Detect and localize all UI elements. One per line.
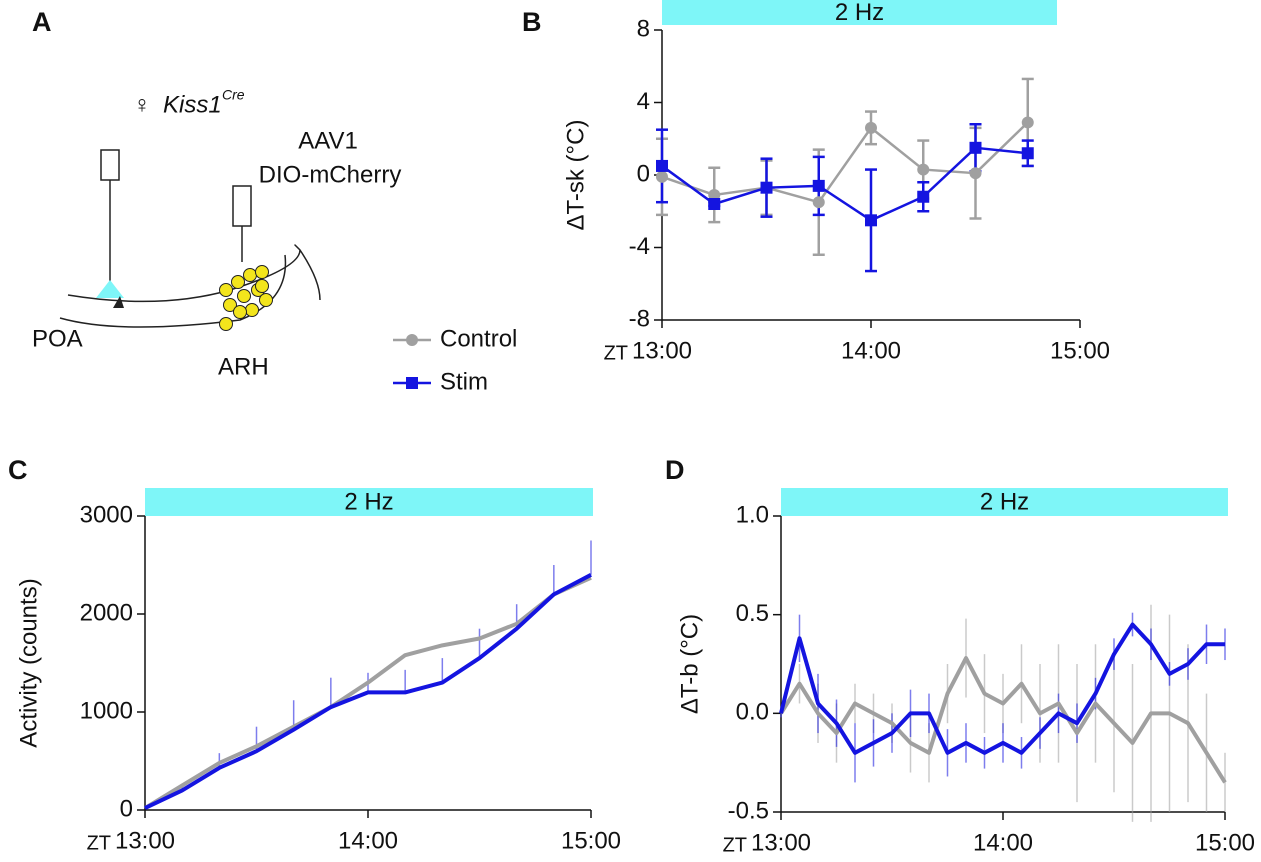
cells [219, 265, 273, 331]
legend-label: Stim [440, 368, 488, 395]
light-cone [96, 280, 124, 298]
region-label: ARH [218, 353, 269, 380]
marker [1021, 116, 1034, 129]
stim-bar [145, 488, 593, 516]
y-tick-label: 2000 [80, 599, 133, 626]
mouse-line-sup: Cre [222, 87, 245, 103]
panel-letter: C [8, 455, 28, 485]
series-line [779, 656, 1227, 784]
x-tick-label: 15:00 [1195, 829, 1255, 856]
y-tick-label: -4 [629, 233, 650, 260]
panel-letter: B [522, 7, 542, 37]
marker [917, 190, 930, 203]
x-tick-label: 14:00 [841, 337, 901, 364]
y-tick-label: 0.5 [736, 600, 769, 627]
panel-letter: D [665, 455, 685, 485]
series-line [779, 622, 1225, 755]
diagram: ♀ Kiss1 Cre AAV1 DIO-mCherry POA ARH [32, 87, 401, 381]
series-line [661, 146, 1028, 222]
x-tick-label: 13:00 [751, 829, 811, 856]
marker [865, 214, 877, 227]
y-axis-label: ΔT-sk (°C) [562, 120, 589, 231]
annotation: 2 Hz [835, 0, 884, 26]
marker [969, 141, 982, 154]
marker [865, 121, 877, 134]
syringe [232, 185, 252, 227]
virus-label: AAV1 [298, 127, 358, 154]
y-tick-label: 0 [120, 795, 133, 822]
marker [656, 170, 668, 183]
mouse-line: Kiss1 [163, 91, 222, 118]
series-line [143, 575, 592, 810]
marker [969, 167, 982, 180]
y-axis-label: ΔT-b (°C) [676, 614, 703, 714]
x-tick-label: 13:00 [632, 337, 692, 364]
fiber-holder [100, 149, 120, 181]
marker [708, 198, 721, 210]
y-axis-label: Activity (counts) [15, 578, 42, 747]
y-tick-label: -8 [629, 305, 650, 332]
x-axis-label: ZT [87, 832, 111, 854]
legend-marker [406, 334, 418, 346]
y-tick-label: 1000 [80, 697, 133, 724]
sex-symbol: ♀ [133, 91, 151, 118]
annotation: 2 Hz [344, 488, 393, 515]
marker [1021, 147, 1034, 160]
panel-letter: A [32, 7, 52, 37]
legend-label: Control [440, 325, 517, 352]
y-tick-label: 0.0 [736, 699, 769, 726]
x-tick-label: 15:00 [1050, 337, 1110, 364]
y-tick-label: 8 [637, 15, 650, 42]
series-line [144, 573, 592, 810]
y-tick-label: 3000 [80, 501, 133, 528]
brain-outline [67, 244, 321, 303]
arrow [113, 296, 124, 308]
x-tick-label: 13:00 [115, 827, 175, 854]
marker [812, 196, 825, 209]
x-tick-label: 14:00 [338, 827, 398, 854]
marker [760, 181, 773, 194]
marker [656, 159, 668, 172]
virus-label: DIO-mCherry [259, 161, 402, 188]
marker [708, 188, 721, 201]
x-tick-label: 14:00 [973, 829, 1033, 856]
marker [812, 179, 825, 192]
x-tick-label: 15:00 [561, 827, 621, 854]
region-label: POA [32, 325, 83, 352]
legend-marker [406, 377, 418, 389]
marker [917, 163, 930, 176]
y-tick-label: 4 [637, 88, 650, 115]
series-line [661, 121, 1029, 204]
stim-bar [662, 0, 1057, 25]
annotation: 2 Hz [980, 488, 1029, 515]
y-tick-label: -0.5 [728, 797, 769, 824]
stim-bar [781, 488, 1228, 516]
x-axis-label: ZT [723, 834, 747, 856]
x-axis-label: ZT [604, 342, 628, 364]
y-tick-label: 0 [637, 160, 650, 187]
y-tick-label: 1.0 [736, 501, 769, 528]
